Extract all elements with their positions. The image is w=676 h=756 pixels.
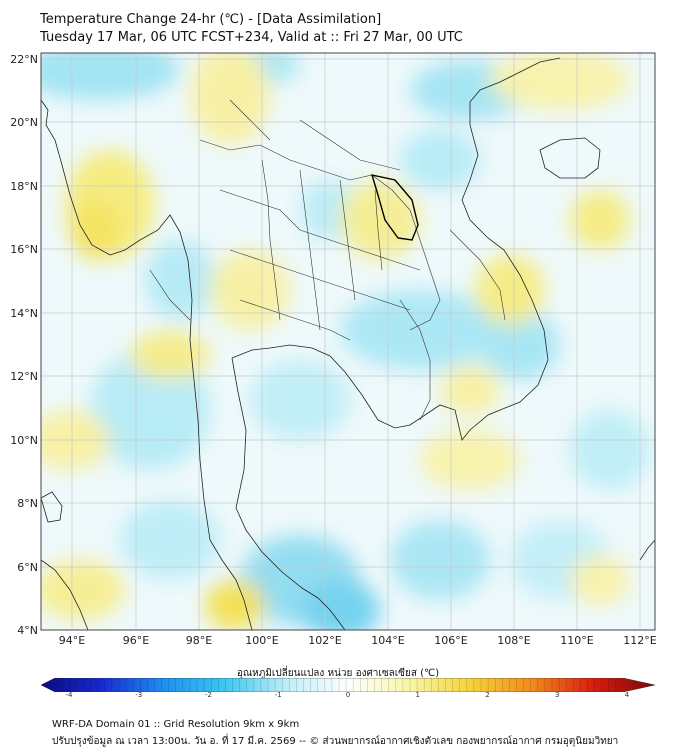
lat-label: 6°N: [17, 561, 38, 574]
colorbar: [40, 678, 656, 692]
colorbar-tick-label: -3: [135, 691, 143, 699]
lat-label: 22°N: [10, 53, 38, 66]
lat-label: 18°N: [10, 180, 38, 193]
lon-label: 110°E: [560, 634, 593, 647]
graticule: [41, 53, 655, 630]
map-frame: [40, 52, 656, 631]
temperature-map: 22°N 20°N 18°N 16°N 14°N 12°N 10°N 8°N 6…: [10, 52, 657, 647]
colorbar-tick-label: 3: [555, 691, 560, 699]
lat-label: 16°N: [10, 243, 38, 256]
colorbar-tick-label: -4: [65, 691, 73, 699]
lon-label: 102°E: [308, 634, 341, 647]
footer-domain-info: WRF-DA Domain 01 :: Grid Resolution 9km …: [52, 719, 300, 730]
lon-label: 100°E: [245, 634, 278, 647]
lat-label: 8°N: [17, 497, 38, 510]
lon-label: 98°E: [186, 634, 212, 647]
colorbar-tick-label: 4: [624, 691, 630, 699]
latitude-axis: 22°N 20°N 18°N 16°N 14°N 12°N 10°N 8°N 6…: [10, 53, 38, 637]
lat-label: 14°N: [10, 307, 38, 320]
coastlines: [41, 57, 655, 630]
lat-label: 12°N: [10, 370, 38, 383]
colorbar-tick-label: 1: [415, 691, 420, 699]
lon-label: 112°E: [623, 634, 656, 647]
colorbar-title: อุณหภูมิเปลี่ยนแปลง หน่วย องศาเซลเซียส (…: [236, 668, 440, 679]
lon-label: 106°E: [434, 634, 467, 647]
lat-label: 4°N: [17, 624, 38, 637]
lon-label: 108°E: [497, 634, 530, 647]
colorbar-tick-label: 0: [345, 691, 351, 699]
colorbar-tick-label: -2: [205, 691, 212, 699]
province-borders: [149, 99, 506, 421]
map-title: Temperature Change 24-hr (℃) - [Data Ass…: [40, 12, 382, 27]
lon-label: 96°E: [123, 634, 149, 647]
temperature-field: [41, 53, 655, 630]
colorbar-tick-label: 2: [485, 691, 490, 699]
colorbar-tick-label: -1: [274, 691, 282, 699]
colorbar-ticks: -4 -3 -2 -1 0 1 2 3 4: [0, 691, 676, 703]
lat-label: 20°N: [10, 116, 38, 129]
footer-credit: ปรับปรุงข้อมูล ณ เวลา 13:00น. วัน อ. ที่…: [52, 736, 619, 747]
lon-label: 94°E: [59, 634, 85, 647]
colorbar-gradient: [40, 678, 656, 692]
longitude-axis: 94°E 96°E 98°E 100°E 102°E 104°E 106°E 1…: [59, 634, 657, 647]
map-subtitle: Tuesday 17 Mar, 06 UTC FCST+234, Valid a…: [40, 30, 463, 45]
lat-label: 10°N: [10, 434, 38, 447]
lon-label: 104°E: [371, 634, 404, 647]
